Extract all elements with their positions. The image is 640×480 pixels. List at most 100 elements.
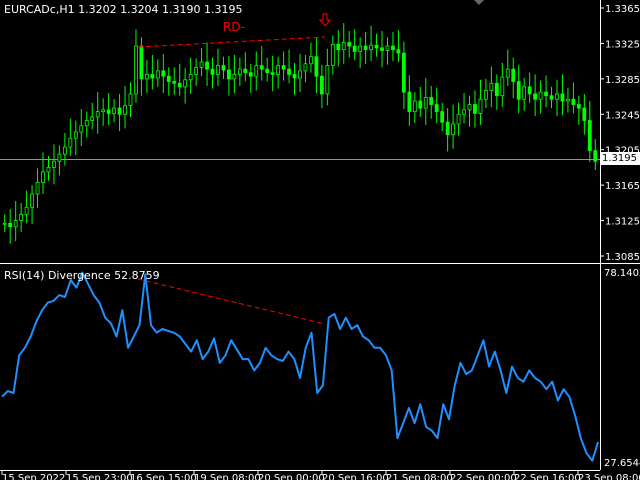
candle-body bbox=[183, 79, 188, 88]
rsi-title: RSI(14) Divergence 52.8759 bbox=[4, 269, 160, 282]
candle-body bbox=[396, 49, 401, 54]
candle-body bbox=[391, 45, 395, 51]
candle-body bbox=[270, 72, 275, 75]
candle-body bbox=[407, 91, 412, 113]
divergence-label: RD- bbox=[223, 20, 245, 34]
candle-body bbox=[79, 125, 84, 133]
candle-body bbox=[194, 66, 199, 75]
candle-body bbox=[505, 68, 510, 78]
candle-body bbox=[456, 113, 461, 125]
candle-body bbox=[243, 68, 248, 74]
candle-body bbox=[112, 107, 116, 114]
candle-body bbox=[210, 68, 215, 75]
candle-body bbox=[494, 82, 499, 97]
chart-title: EURCADc,H1 1.3202 1.3204 1.3190 1.3195 bbox=[4, 3, 243, 16]
time-tick-label: 15 Sep 23:00 bbox=[66, 473, 133, 480]
candle-body bbox=[516, 81, 521, 100]
candle-body bbox=[254, 65, 259, 77]
candle-body bbox=[374, 44, 379, 49]
candle-body bbox=[533, 93, 538, 100]
candle-body bbox=[380, 47, 384, 51]
time-tick-label: 16 Sep 15:00 bbox=[130, 473, 197, 480]
price-tick-label: 1.3085 bbox=[605, 252, 640, 263]
candle-body bbox=[363, 45, 368, 51]
down-arrow-icon bbox=[318, 13, 332, 27]
time-tick-label: 20 Sep 00:00 bbox=[258, 473, 325, 480]
price-tick-label: 1.3205 bbox=[605, 146, 640, 157]
price-tick-label: 1.3165 bbox=[605, 181, 640, 192]
candle-body bbox=[401, 52, 406, 93]
candle-body bbox=[123, 105, 127, 115]
candle-body bbox=[68, 137, 73, 148]
candle-body bbox=[352, 45, 357, 52]
candle-body bbox=[205, 61, 209, 70]
price-tick-label: 1.3245 bbox=[605, 110, 640, 121]
candle-body bbox=[161, 70, 166, 77]
candle-body bbox=[358, 45, 363, 52]
rsi-line bbox=[1, 271, 599, 462]
candle-body bbox=[434, 104, 439, 113]
candle-body bbox=[172, 81, 177, 84]
candle-body bbox=[227, 69, 231, 80]
candle-body bbox=[445, 121, 450, 136]
candle-body bbox=[90, 116, 95, 121]
price-tick-label: 1.3365 bbox=[605, 4, 640, 15]
time-tick-label: 20 Sep 16:00 bbox=[322, 473, 389, 480]
candle-body bbox=[462, 109, 466, 115]
time-tick-label: 21 Sep 08:00 bbox=[386, 473, 453, 480]
candle-body bbox=[292, 74, 297, 79]
candle-body bbox=[314, 56, 319, 77]
price-tick-label: 1.3285 bbox=[605, 75, 640, 86]
candle-body bbox=[41, 171, 45, 183]
candle-body bbox=[423, 97, 428, 109]
candle-body bbox=[46, 167, 51, 173]
candle-body bbox=[593, 150, 598, 162]
time-tick-label: 22 Sep 16:00 bbox=[514, 473, 581, 480]
candle-body bbox=[440, 111, 445, 123]
candle-body bbox=[128, 93, 133, 106]
candle-body bbox=[95, 111, 100, 118]
time-tick-label: 15 Sep 2022 bbox=[2, 473, 65, 480]
candle-body bbox=[429, 97, 434, 105]
candle-body bbox=[259, 65, 264, 70]
candle-body bbox=[587, 120, 592, 152]
candle-body bbox=[73, 131, 78, 139]
candle-body bbox=[30, 193, 34, 208]
candle-body bbox=[281, 65, 286, 70]
time-tick-label: 22 Sep 00:00 bbox=[450, 473, 517, 480]
candle-body bbox=[544, 91, 548, 97]
candle-body bbox=[101, 109, 106, 113]
candle-body bbox=[319, 75, 324, 95]
candle-body bbox=[221, 65, 226, 71]
candle-body bbox=[248, 72, 253, 77]
candle-body bbox=[237, 68, 242, 75]
candle-body bbox=[489, 82, 494, 91]
candle-body bbox=[330, 43, 335, 66]
rsi-tick-label: 27.6544 bbox=[604, 458, 640, 469]
candle-body bbox=[232, 74, 237, 80]
candle-body bbox=[473, 104, 477, 114]
candle-body bbox=[309, 56, 313, 65]
candle-body bbox=[385, 45, 390, 51]
candle-body bbox=[451, 123, 456, 136]
candle-body bbox=[19, 213, 24, 221]
candle-body bbox=[188, 74, 193, 81]
candle-body bbox=[347, 42, 352, 47]
candle-body bbox=[576, 104, 581, 109]
candle-body bbox=[216, 65, 220, 75]
candle-body bbox=[412, 100, 417, 113]
time-tick-label: 23 Sep 08:00 bbox=[578, 473, 640, 480]
candle-body bbox=[199, 61, 204, 68]
candle-body bbox=[2, 222, 7, 225]
current-price-badge: 1.3195 bbox=[600, 152, 640, 165]
candle-body bbox=[560, 93, 565, 102]
scroll-marker[interactable] bbox=[474, 0, 484, 5]
candle-body bbox=[57, 153, 62, 162]
candle-body bbox=[418, 100, 423, 109]
candle-body bbox=[134, 45, 138, 95]
candle-body bbox=[467, 104, 472, 111]
candle-body bbox=[478, 98, 483, 114]
candle-body bbox=[582, 107, 587, 121]
